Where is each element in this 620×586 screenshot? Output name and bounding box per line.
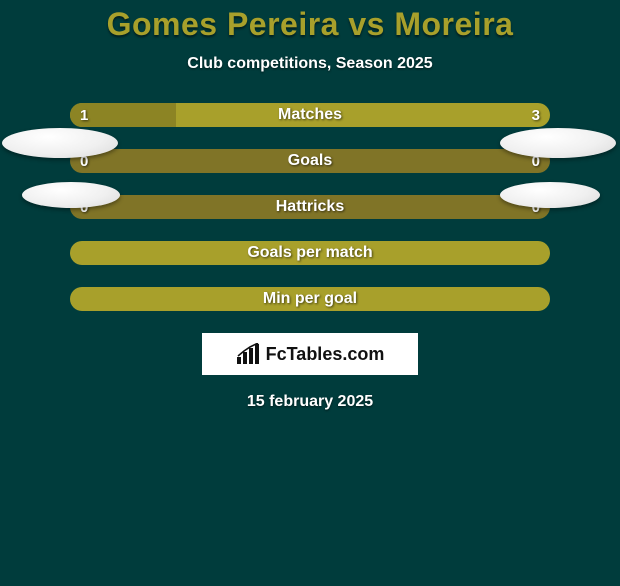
stat-row-goals: Goals00 [70, 149, 550, 173]
player-placeholder-ellipse [22, 182, 120, 208]
player-placeholder-ellipse [500, 128, 616, 158]
comparison-rows: Matches13 Goals00 Hattricks00 Goals per mat… [70, 103, 550, 311]
stat-row-hattricks: Hattricks00 [70, 195, 550, 219]
logo-box: FcTables.com [202, 333, 418, 375]
bar-chart-icon [236, 343, 260, 365]
stat-row-min-per-goal: Min per goal [70, 287, 550, 311]
player-placeholder-ellipse [2, 128, 118, 158]
stat-row-goals-per-match: Goals per match [70, 241, 550, 265]
page-subtitle: Club competitions, Season 2025 [0, 55, 620, 73]
logo-text: FcTables.com [266, 344, 385, 365]
stat-row-matches: Matches13 [70, 103, 550, 127]
date-text: 15 february 2025 [0, 393, 620, 411]
page-title: Gomes Pereira vs Moreira [0, 6, 620, 43]
player-placeholder-ellipse [500, 182, 600, 208]
